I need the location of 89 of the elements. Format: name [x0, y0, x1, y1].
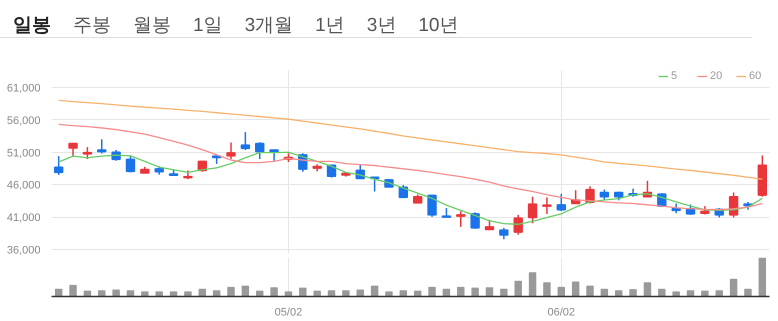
text: 10년 — [418, 15, 458, 36]
candlestick — [542, 196, 552, 215]
bar — [356, 290, 364, 296]
text: 월봉 — [133, 15, 171, 36]
y-tick-label: 61,000 — [6, 82, 41, 94]
bar — [442, 288, 450, 296]
candlestick — [398, 184, 408, 198]
bar — [572, 281, 580, 296]
bar — [256, 290, 264, 296]
candlestick — [456, 210, 466, 228]
candlestick — [269, 149, 279, 162]
candlestick — [514, 214, 523, 236]
bar — [614, 290, 622, 296]
candlestick — [556, 193, 566, 212]
legend-label: 60 — [749, 70, 762, 82]
bar — [170, 291, 178, 296]
bar — [54, 288, 62, 296]
text: 3개월 — [244, 15, 294, 36]
bar — [184, 291, 192, 296]
bar — [558, 286, 566, 296]
bar — [198, 288, 206, 296]
bar — [514, 280, 522, 296]
candlestick — [226, 142, 236, 160]
bar — [600, 288, 608, 296]
candlestick — [54, 155, 64, 176]
bar — [400, 290, 408, 296]
bar — [428, 286, 436, 296]
y-tick-label: 36,000 — [6, 244, 41, 257]
candlestick — [600, 188, 610, 202]
bar — [313, 290, 321, 296]
legend-label: 20 — [710, 70, 724, 82]
bar — [155, 291, 163, 296]
bar — [701, 290, 709, 296]
text: 일봉 — [13, 15, 51, 36]
candlestick — [255, 141, 264, 160]
bar — [141, 291, 149, 296]
bar — [528, 272, 536, 296]
text: 주봉 — [73, 15, 111, 36]
bar — [744, 288, 752, 296]
bar — [500, 288, 508, 296]
text: 1일 — [193, 15, 223, 36]
bar — [299, 288, 307, 296]
candlestick — [528, 196, 538, 224]
bar — [370, 286, 378, 296]
text: 3년 — [366, 15, 396, 36]
y-tick-label: 46,000 — [6, 180, 41, 192]
bar — [644, 282, 652, 296]
bar — [586, 286, 594, 296]
bar — [342, 290, 350, 296]
candlestick — [427, 194, 437, 218]
bar — [730, 278, 738, 296]
legend-label: 5 — [671, 70, 678, 82]
candlestick — [671, 202, 681, 214]
candlestick — [97, 138, 106, 154]
bar — [672, 291, 680, 296]
y-tick-label: 56,000 — [6, 114, 41, 127]
candlestick — [82, 146, 92, 160]
candlestick — [126, 155, 136, 174]
bar — [98, 290, 106, 296]
bar — [328, 290, 336, 296]
bar — [457, 286, 464, 296]
bar — [686, 290, 694, 296]
bar — [126, 290, 134, 296]
bar — [112, 290, 120, 296]
bar — [629, 289, 637, 296]
y-tick-label: 41,000 — [6, 212, 41, 224]
bar — [758, 258, 766, 296]
x-tick-label: 06/02 — [548, 306, 576, 318]
bar — [486, 287, 494, 296]
bar — [658, 288, 666, 296]
bar — [385, 291, 393, 296]
bar — [84, 290, 92, 296]
candlestick — [499, 227, 509, 240]
bar — [716, 290, 723, 296]
candlestick — [442, 207, 452, 218]
candlestick — [484, 219, 494, 230]
bar — [270, 287, 278, 296]
y-tick-label: 51,000 — [6, 147, 41, 160]
bar — [543, 282, 551, 296]
candlestick — [68, 142, 78, 157]
bar — [212, 290, 220, 296]
bar — [242, 286, 250, 296]
bar — [284, 291, 292, 296]
bar — [69, 284, 77, 296]
bar — [414, 290, 422, 296]
text: 1년 — [315, 15, 345, 36]
bar — [471, 288, 479, 296]
x-tick-label: 05/02 — [274, 306, 302, 318]
candlestick — [240, 131, 250, 151]
